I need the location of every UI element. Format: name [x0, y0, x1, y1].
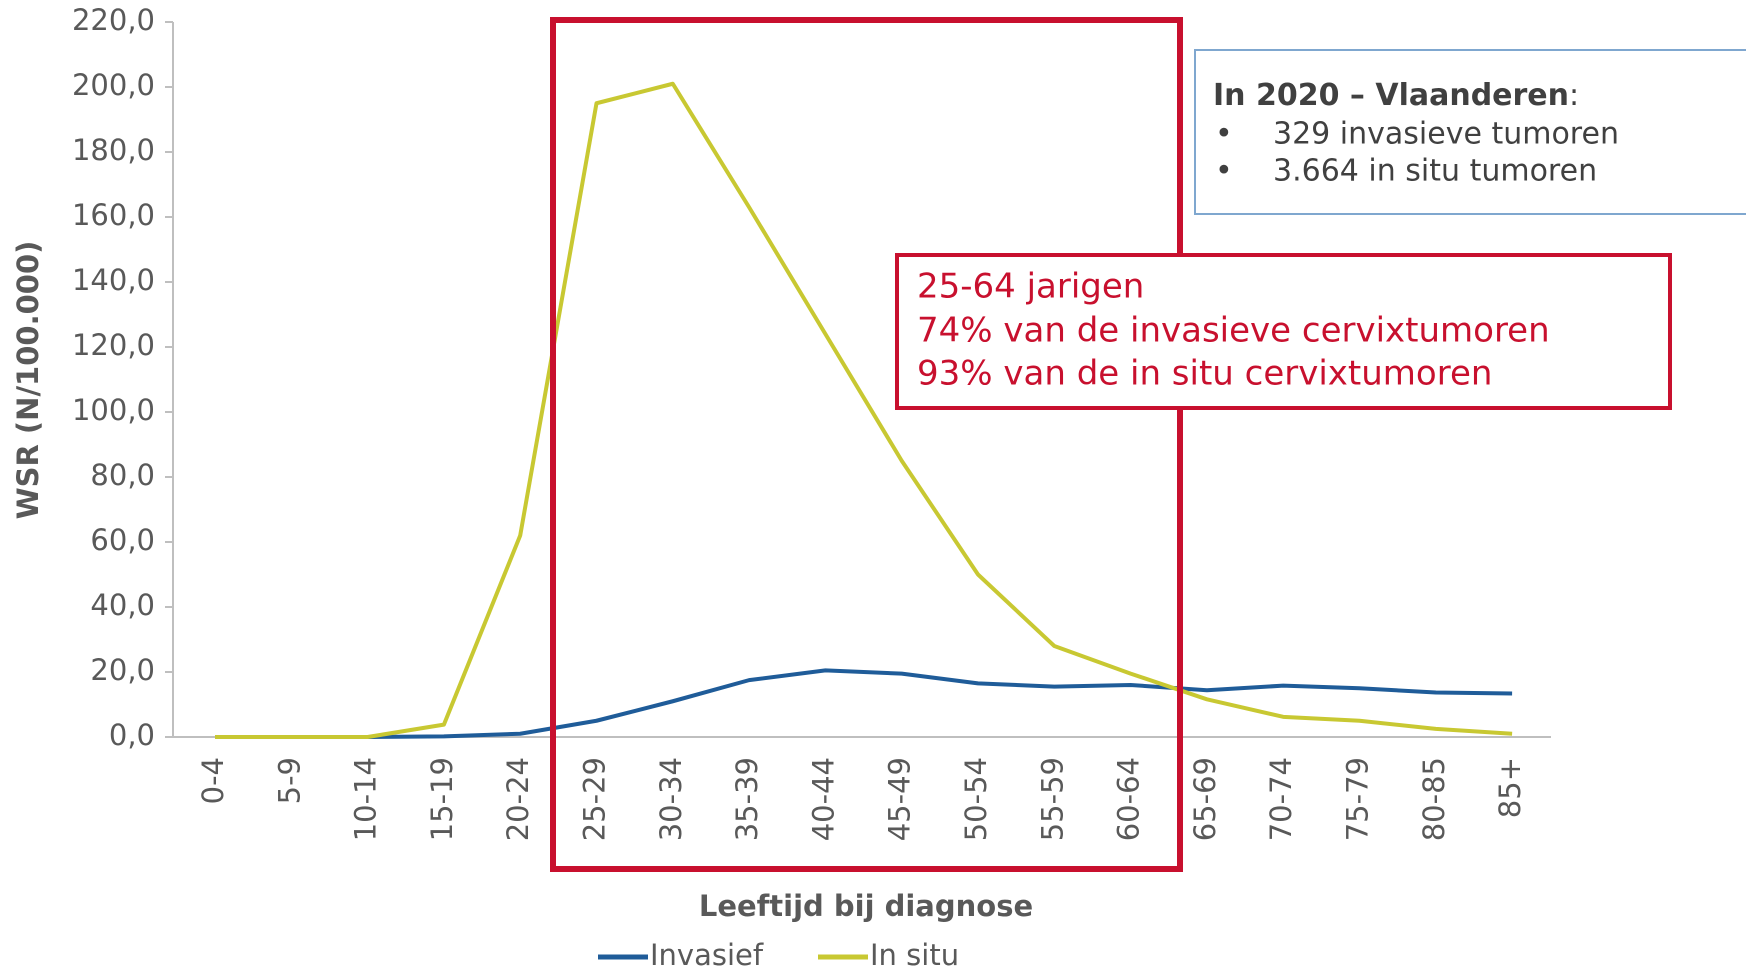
legend-label: In situ: [870, 938, 959, 972]
bullet: •: [1215, 117, 1233, 152]
y-tick-label: 140,0: [72, 263, 155, 297]
x-tick-label: 5-9: [272, 757, 306, 804]
legend-label: Invasief: [650, 938, 764, 972]
x-tick-label: 50-54: [959, 757, 993, 841]
info-item: 329 invasieve tumoren: [1273, 117, 1619, 152]
highlight-line: 93% van de in situ cervixtumoren: [917, 354, 1492, 394]
info-title-main: In 2020 – Vlaanderen: [1213, 78, 1569, 113]
series-line: [215, 668, 1513, 739]
highlight-box: [895, 253, 1672, 410]
highlight-line: 74% van de invasieve cervixtumoren: [917, 311, 1550, 351]
x-tick-label: 80-85: [1417, 757, 1451, 841]
x-tick-label: 85+: [1493, 757, 1527, 818]
x-tick-label: 60-64: [1112, 757, 1146, 841]
x-tick-label: 75-79: [1341, 757, 1375, 841]
x-tick-label: 45-49: [883, 757, 917, 841]
series-line: [215, 81, 1513, 739]
y-tick-label: 160,0: [72, 198, 155, 232]
info-item: 3.664 in situ tumoren: [1273, 154, 1597, 189]
x-tick-label: 35-39: [730, 757, 764, 841]
y-tick-label: 120,0: [72, 328, 155, 362]
x-tick-label: 55-59: [1035, 757, 1069, 841]
info-title-suffix: :: [1569, 78, 1579, 113]
x-tick-label: 10-14: [349, 757, 383, 841]
y-tick-label: 100,0: [72, 393, 155, 427]
x-tick-label: 15-19: [425, 757, 459, 841]
y-tick-label: 180,0: [72, 133, 155, 167]
x-tick-label: 65-69: [1188, 757, 1222, 841]
y-tick-label: 220,0: [72, 3, 155, 37]
y-tick-label: 40,0: [90, 588, 155, 622]
x-tick-label: 0-4: [196, 757, 230, 804]
y-tick-label: 20,0: [90, 653, 155, 687]
x-axis-title: Leeftijd bij diagnose: [699, 889, 1033, 923]
y-axis-title: WSR (N/100.000): [11, 241, 45, 520]
info-title: In 2020 – Vlaanderen:: [1213, 78, 1579, 113]
x-tick-label: 20-24: [501, 757, 535, 841]
highlight-line: 25-64 jarigen: [917, 267, 1144, 307]
x-tick-label: 40-44: [806, 757, 840, 841]
x-tick-label: 25-29: [578, 757, 612, 841]
x-tick-label: 70-74: [1264, 757, 1298, 841]
bullet: •: [1215, 154, 1233, 189]
y-tick-label: 60,0: [90, 523, 155, 557]
info-box: [1194, 49, 1746, 215]
y-tick-label: 0,0: [109, 718, 155, 752]
y-tick-label: 200,0: [72, 68, 155, 102]
y-tick-label: 80,0: [90, 458, 155, 492]
highlight-frame: [550, 17, 1183, 872]
plot: 0,0 20,0 40,0 60,0 80,0 100,0 120,0 140,0 160,0 1…: [72, 3, 1551, 841]
x-tick-label: 30-34: [654, 757, 688, 841]
